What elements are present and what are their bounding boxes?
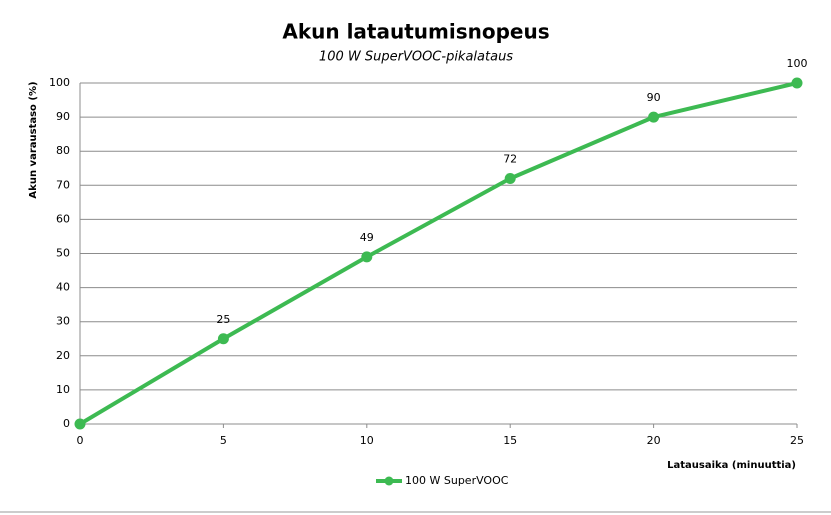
data-point: [74, 418, 86, 430]
y-tick-label: 10: [56, 383, 70, 396]
y-tick-label: 50: [56, 247, 70, 260]
data-label: 72: [503, 152, 517, 165]
x-tick-label: 25: [790, 434, 804, 447]
y-tick-label: 100: [49, 76, 70, 89]
x-tick-label: 5: [220, 434, 227, 447]
y-tick-label: 70: [56, 178, 70, 191]
data-label: 90: [647, 91, 661, 104]
y-tick-label: 30: [56, 315, 70, 328]
data-point: [217, 333, 229, 345]
legend-label: 100 W SuperVOOC: [405, 474, 509, 487]
chart-subtitle: 100 W SuperVOOC-pikalataus: [319, 50, 513, 65]
legend-marker: [384, 476, 394, 486]
data-point: [361, 251, 373, 263]
data-label: 49: [360, 231, 374, 244]
data-point: [791, 77, 803, 89]
y-tick-label: 20: [56, 349, 70, 362]
x-tick-label: 15: [503, 434, 517, 447]
x-tick-label: 10: [360, 434, 374, 447]
x-tick-label: 20: [647, 434, 661, 447]
data-label: 100: [787, 57, 808, 70]
data-point: [648, 111, 660, 123]
y-tick-label: 0: [63, 417, 70, 430]
data-point: [504, 172, 516, 184]
y-tick-label: 90: [56, 110, 70, 123]
y-tick-label: 60: [56, 212, 70, 225]
x-axis-title: Latausaika (minuuttia): [667, 460, 796, 471]
chart-title: Akun latautumisnopeus: [282, 20, 549, 44]
series-line: [78, 81, 798, 426]
y-tick-label: 40: [56, 281, 70, 294]
data-label: 25: [216, 313, 230, 326]
x-tick-label: 0: [77, 434, 84, 447]
y-tick-label: 80: [56, 144, 70, 157]
y-axis-title: Akun varaustaso (%): [28, 81, 39, 198]
